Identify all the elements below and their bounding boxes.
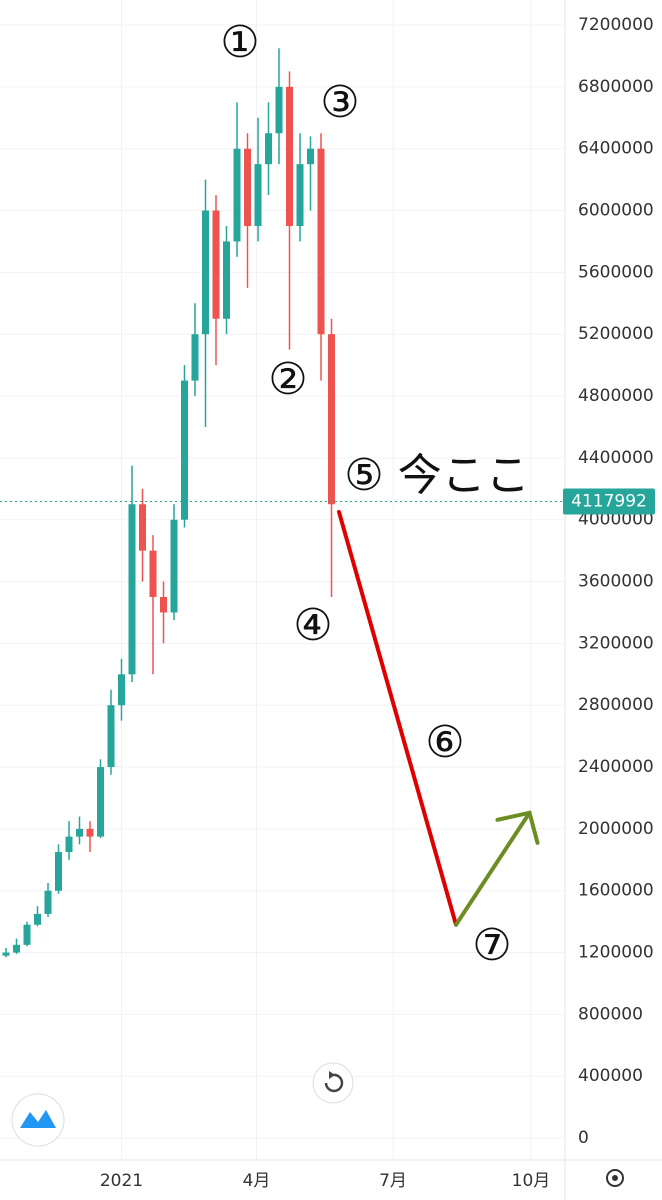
candle-body <box>181 380 188 520</box>
candle-body <box>223 241 230 319</box>
y-tick-label: 2800000 <box>578 695 654 715</box>
y-tick-label: 6800000 <box>578 77 654 97</box>
annotation: ⑥ <box>425 717 464 768</box>
candle-body <box>97 767 104 837</box>
candle-body <box>149 550 157 598</box>
y-tick-label: 2000000 <box>578 819 654 839</box>
annotation: ③ <box>320 77 359 128</box>
candle-body <box>244 148 251 227</box>
candle-body <box>286 86 293 227</box>
candle-body <box>128 504 136 675</box>
y-tick-label: 6000000 <box>578 201 654 221</box>
candle-body <box>317 148 325 335</box>
x-tick-label: 7月 <box>379 1171 407 1191</box>
x-tick-label: 2021 <box>100 1171 143 1191</box>
y-tick-label: 3200000 <box>578 633 654 653</box>
y-tick-label: 4000000 <box>578 510 654 530</box>
settings-button[interactable] <box>606 1169 624 1187</box>
candle-body <box>13 944 20 953</box>
candle-body <box>307 148 314 165</box>
y-tick-label: 5600000 <box>578 262 654 282</box>
y-tick-label: 1200000 <box>578 943 654 963</box>
x-tick-label: 10月 <box>512 1171 551 1191</box>
candle-body <box>86 828 94 837</box>
candle-body <box>118 674 125 706</box>
candle-body <box>65 836 73 853</box>
candle-body <box>55 852 62 891</box>
y-tick-label: 0 <box>578 1128 589 1148</box>
candle-body <box>275 86 283 134</box>
y-tick-label: 4400000 <box>578 448 654 468</box>
y-tick-label: 5200000 <box>578 324 654 344</box>
candle-body <box>139 504 146 551</box>
candle-body <box>233 148 241 242</box>
candle-body <box>328 334 335 505</box>
candle-body <box>296 164 304 227</box>
candle-body <box>212 210 220 319</box>
logo-button[interactable] <box>11 1093 65 1147</box>
price-label: 4117992 <box>571 491 647 511</box>
y-tick-label: 4800000 <box>578 386 654 406</box>
arrow-head <box>495 810 540 845</box>
annotation: ⑤ 今ここ <box>344 450 529 501</box>
annotation: ② <box>268 354 307 405</box>
candle-body <box>202 210 209 335</box>
reset-button[interactable] <box>312 1062 354 1104</box>
annotation: ① <box>220 17 259 68</box>
annotation: ⑦ <box>472 920 511 971</box>
y-tick-label: 1600000 <box>578 881 654 901</box>
y-tick-label: 6400000 <box>578 139 654 159</box>
candle-body <box>170 519 178 613</box>
x-tick-label: 4月 <box>243 1171 271 1191</box>
candle-body <box>107 705 115 768</box>
candle-body <box>76 828 83 837</box>
candle-body <box>191 334 199 381</box>
y-tick-label: 2400000 <box>578 757 654 777</box>
projection-line <box>337 509 458 927</box>
price-box <box>563 488 655 515</box>
candle-body <box>2 952 10 956</box>
candle-body <box>254 164 262 227</box>
y-tick-label: 400000 <box>578 1066 643 1086</box>
y-tick-label: 3600000 <box>578 572 654 592</box>
annotation: ④ <box>293 600 332 651</box>
y-tick-label: 7200000 <box>578 15 654 35</box>
projection-line <box>454 810 532 927</box>
candle-body <box>265 133 272 165</box>
candle-body <box>44 890 52 914</box>
candle-body <box>34 913 41 925</box>
y-tick-label: 800000 <box>578 1004 643 1024</box>
candle-body <box>23 924 31 945</box>
candle-body <box>160 597 167 613</box>
